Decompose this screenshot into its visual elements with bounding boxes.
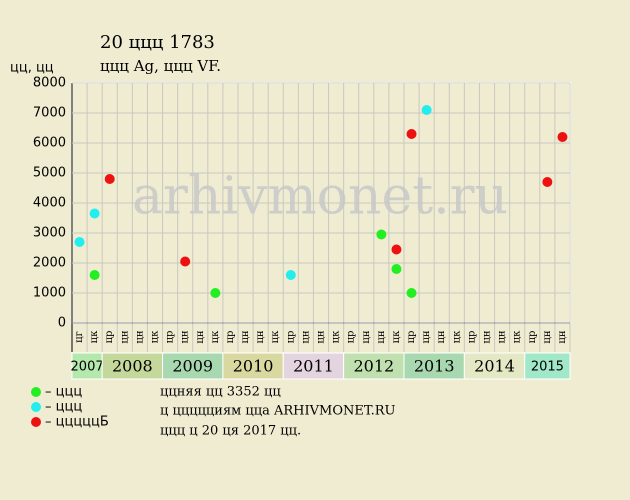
chart-subtitle: ццц Ag, ццц VF. (100, 57, 221, 75)
y-tick-label: 3000 (33, 226, 66, 241)
x-tick-label: цк (391, 330, 402, 343)
x-tick-label: цн (180, 330, 191, 343)
x-tick-label: цр (225, 331, 236, 344)
x-tick-label: цр (104, 331, 115, 344)
year-label: 2010 (233, 357, 274, 376)
point (406, 288, 417, 298)
x-tick-label: цн (557, 330, 568, 343)
x-tick-label: цн (361, 330, 372, 343)
watermark: arhivmonet.ru (132, 167, 508, 227)
legend-marker (31, 387, 41, 397)
point (406, 129, 417, 139)
x-tick-label: цн (482, 330, 493, 343)
x-tick-label: цн (421, 330, 432, 343)
year-box (162, 352, 224, 380)
point (74, 237, 85, 247)
y-tick-label: 7000 (33, 106, 66, 121)
point (180, 256, 191, 267)
x-tick-label: цк (150, 330, 161, 343)
x-tick-label: цн (119, 330, 130, 343)
year-box (524, 352, 571, 380)
x-tick-label: цн (134, 330, 145, 343)
year-box (282, 352, 345, 380)
y-tick-label: 4000 (33, 196, 66, 211)
x-tick-label: цр (285, 331, 296, 344)
x-tick-label: цр (527, 331, 538, 344)
y-tick-label: 0 (58, 316, 66, 331)
point (391, 264, 402, 274)
x-tick-label: цн (255, 330, 266, 343)
x-tick-label: цн (300, 330, 311, 343)
year-box (343, 352, 405, 380)
x-tick-label: цн (376, 330, 387, 343)
legend-label: – ццц (45, 400, 82, 415)
x-tick-label: цр (165, 331, 176, 344)
x-tick-label: цк (451, 330, 462, 343)
year-label: 2013 (414, 357, 455, 376)
x-tick-label: цк (331, 330, 342, 343)
year-label: 2014 (474, 357, 515, 376)
year-box (463, 352, 526, 380)
y-tick-label: 1000 (33, 286, 66, 301)
point (210, 288, 221, 298)
point (285, 270, 296, 280)
x-tick-label: цк (512, 330, 523, 343)
x-tick-label: цр (346, 331, 357, 344)
y-tick-label: 6000 (33, 136, 66, 151)
year-box (71, 352, 103, 380)
y-tick-label: 8000 (33, 76, 66, 91)
x-tick-label: цк (210, 330, 221, 343)
x-tick-label: цн (497, 330, 508, 343)
year-label: 2015 (531, 360, 564, 375)
x-tick-label: цк (89, 330, 100, 343)
x-tick-label: цн (240, 330, 251, 343)
point (89, 270, 100, 280)
x-tick-label: цн (436, 330, 447, 343)
legend-label: – цццццБ (45, 415, 109, 430)
chart-title: 20 ццц 1783 (100, 32, 215, 53)
point (89, 208, 100, 219)
year-label: 2012 (353, 357, 394, 376)
x-tick-label: цн (316, 330, 327, 343)
footer-line: ццняя цц 3352 цц (160, 385, 281, 400)
year-label: 2011 (293, 357, 334, 376)
footer-line: ц ццццциям цца ARHIVMONET.RU (160, 404, 396, 419)
legend-label: – ццц (45, 385, 82, 400)
point (421, 105, 432, 115)
legend-marker (31, 402, 41, 412)
point (557, 132, 568, 142)
x-tick-label: цн (542, 330, 553, 343)
x-tick-label: цг (74, 331, 85, 343)
x-tick-label: цр (466, 331, 477, 344)
x-tick-label: цр (406, 331, 417, 344)
point (376, 229, 387, 240)
x-tick-label: цк (270, 330, 281, 343)
footer-line: ццц ц 20 ця 2017 цц. (160, 424, 301, 439)
legend-marker (31, 417, 41, 427)
point (391, 244, 402, 255)
point (542, 177, 553, 187)
x-tick-label: цн (195, 330, 206, 343)
y-tick-label: 5000 (33, 166, 66, 181)
year-label: 2007 (71, 360, 104, 375)
y-tick-label: 2000 (33, 256, 66, 271)
year-label: 2009 (172, 357, 213, 376)
point (104, 174, 115, 184)
year-label: 2008 (112, 357, 153, 376)
y-axis-label: цц, цц (10, 61, 54, 76)
